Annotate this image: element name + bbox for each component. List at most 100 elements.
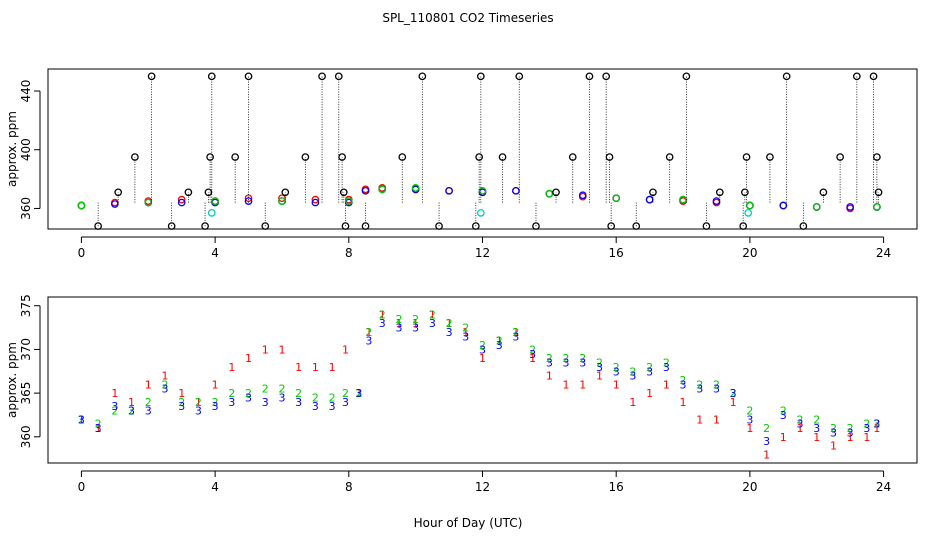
bottom-point-red: 1 [830, 440, 837, 453]
bottom-point-blue: 3 [746, 413, 753, 426]
bottom-point-green: 2 [596, 357, 603, 370]
bottom-point-blue: 3 [813, 422, 820, 435]
bottom-point-blue: 3 [312, 400, 319, 413]
bottom-point-green: 2 [145, 396, 152, 409]
bottom-point-green: 2 [713, 378, 720, 391]
bottom-point-blue: 3 [797, 418, 804, 431]
top-series-red [77, 184, 881, 213]
bottom-point-green: 2 [512, 326, 519, 339]
bottom-y-axis: 360 365 370 375 [19, 294, 41, 448]
bottom-x-tick-label: 12 [475, 480, 490, 494]
bottom-point-red: 1 [395, 317, 402, 330]
bottom-point-red: 1 [746, 422, 753, 435]
top-point-black-spikes [339, 188, 348, 197]
bottom-point-green: 2 [278, 383, 285, 396]
bottom-point-red: 1 [596, 370, 603, 383]
bottom-point-green: 2 [462, 322, 469, 335]
bottom-point-green: 2 [847, 422, 854, 435]
bottom-point-green: 2 [780, 405, 787, 418]
bottom-point-blue: 3 [395, 322, 402, 335]
top-point-blue [512, 186, 520, 195]
bottom-point-red: 1 [245, 352, 252, 365]
top-point-red [311, 195, 320, 204]
bottom-point-blue: 3 [462, 330, 469, 343]
bottom-x-tick-label: 24 [876, 480, 891, 494]
bottom-point-red: 1 [613, 378, 620, 391]
bottom-point-green: 2 [873, 418, 880, 431]
top-series-marks [77, 72, 883, 230]
bottom-y-tick-label: 375 [19, 294, 33, 317]
top-point-black-spikes [585, 72, 594, 81]
bottom-point-blue: 3 [128, 405, 135, 418]
top-y-axis-label: approx. ppm [5, 111, 19, 187]
bottom-point-green: 2 [579, 352, 586, 365]
bottom-point-blue: 3 [379, 317, 386, 330]
bottom-point-red: 1 [629, 396, 636, 409]
top-point-green [344, 197, 353, 205]
bottom-point-red: 1 [663, 378, 670, 391]
bottom-point-green: 2 [379, 308, 386, 321]
top-point-black-spikes [318, 72, 326, 81]
bottom-x-tick-label: 4 [211, 480, 219, 494]
bottom-point-red: 1 [813, 431, 820, 444]
top-point-black-spikes [869, 72, 878, 81]
bottom-point-blue: 3 [863, 422, 870, 435]
top-point-black-spikes [131, 153, 139, 161]
top-point-black-spikes [741, 188, 749, 197]
bottom-x-tick-label: 0 [78, 480, 86, 494]
bottom-point-green: 2 [479, 339, 486, 352]
chart-title: SPL_110801 CO2 Timeseries [382, 11, 553, 25]
bottom-point-blue: 3 [713, 383, 720, 396]
top-point-blue [445, 186, 453, 195]
bottom-point-red: 1 [847, 431, 854, 444]
top-point-black-spikes [799, 222, 808, 230]
bottom-point-blue: 3 [78, 413, 85, 426]
bottom-point-red: 1 [563, 378, 570, 391]
top-point-black-spikes [167, 222, 176, 230]
top-point-green [873, 203, 881, 211]
bottom-point-blue: 3 [355, 387, 362, 400]
top-point-black-spikes [207, 72, 216, 81]
x-axis-label: Hour of Day (UTC) [414, 516, 523, 530]
top-point-black-spikes [471, 222, 480, 230]
bottom-point-green: 2 [312, 391, 319, 404]
bottom-point-green: 2 [228, 387, 235, 400]
bottom-point-red: 1 [128, 396, 135, 409]
top-point-green [411, 184, 420, 192]
bottom-point-blue: 3 [529, 348, 536, 361]
bottom-y-tick-label: 360 [19, 425, 33, 448]
bottom-point-green: 2 [329, 391, 336, 404]
bottom-point-red: 1 [763, 448, 770, 461]
bottom-point-blue: 3 [563, 357, 570, 370]
top-point-black-spikes [702, 222, 711, 230]
top-point-black-spikes [435, 222, 443, 230]
top-x-tick-label: 16 [609, 246, 624, 260]
bottom-point-red: 1 [412, 317, 419, 330]
bottom-point-red: 1 [312, 361, 319, 374]
top-point-black-spikes [398, 153, 407, 161]
top-point-blue [578, 191, 587, 200]
bottom-y-tick-label: 370 [19, 338, 33, 361]
top-point-black-spikes [334, 72, 343, 81]
top-point-black-spikes [418, 72, 427, 81]
bottom-y-tick-label: 365 [19, 382, 33, 405]
bottom-point-blue: 3 [228, 396, 235, 409]
bottom-point-red: 1 [646, 387, 653, 400]
top-point-black-spikes [361, 222, 370, 230]
bottom-point-blue: 3 [663, 361, 670, 374]
bottom-point-green: 2 [412, 313, 419, 326]
bottom-point-green: 2 [128, 405, 135, 418]
top-x-tick-label: 8 [345, 246, 353, 260]
bottom-point-red: 1 [680, 396, 687, 409]
bottom-point-green: 2 [195, 396, 202, 409]
top-point-black-spikes [281, 188, 290, 197]
top-point-black-spikes [515, 72, 524, 81]
top-series-cyan [207, 209, 753, 217]
bottom-x-tick-label: 16 [609, 480, 624, 494]
top-point-green [211, 197, 219, 205]
top-point-blue [244, 197, 253, 205]
bottom-point-blue: 3 [111, 400, 118, 413]
bottom-point-blue: 3 [262, 396, 269, 409]
bottom-point-red: 1 [178, 387, 185, 400]
